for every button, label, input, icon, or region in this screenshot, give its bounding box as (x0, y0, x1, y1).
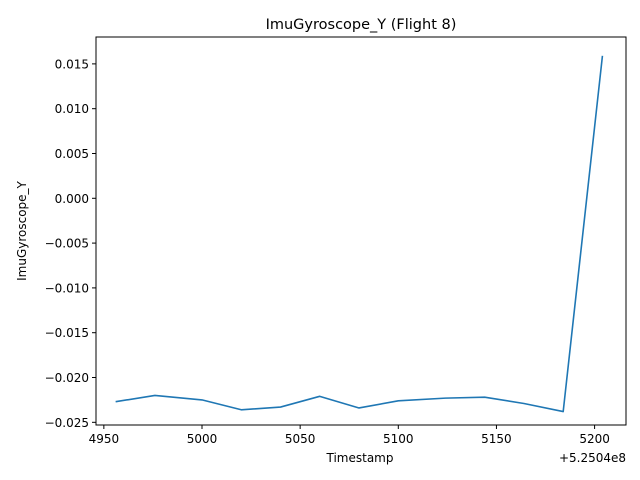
x-axis-ticks: 4950 5000 5050 5100 5150 5200 (89, 425, 610, 446)
y-axis-label: ImuGyroscope_Y (15, 180, 29, 280)
y-tick-label: −0.020 (45, 371, 89, 385)
x-tick-label: 5000 (187, 432, 218, 446)
y-tick-label: 0.015 (55, 57, 89, 71)
x-tick-label: 5150 (481, 432, 512, 446)
y-tick-label: 0.000 (55, 192, 89, 206)
plot-area (96, 37, 626, 425)
y-tick-label: −0.005 (45, 237, 89, 251)
x-axis-offset-label: +5.2504e8 (559, 451, 626, 465)
y-tick-label: −0.010 (45, 281, 89, 295)
x-axis-label: Timestamp (326, 451, 394, 465)
chart-marks (115, 55, 604, 413)
y-axis-ticks: −0.025 −0.020 −0.015 −0.010 −0.005 0.000 0.005… (45, 57, 96, 430)
x-tick-label: 4950 (89, 432, 120, 446)
y-tick-label: −0.025 (45, 416, 89, 430)
y-tick-label: −0.015 (45, 326, 89, 340)
series-line (115, 55, 604, 413)
x-tick-label: 5050 (285, 432, 316, 446)
x-tick-label: 5100 (383, 432, 414, 446)
x-tick-label: 5200 (579, 432, 610, 446)
axes-frame (95, 36, 627, 426)
y-tick-label: 0.010 (55, 102, 89, 116)
chart-title: ImuGyroscope_Y (Flight 8) (266, 17, 457, 33)
y-tick-label: 0.005 (55, 147, 89, 161)
